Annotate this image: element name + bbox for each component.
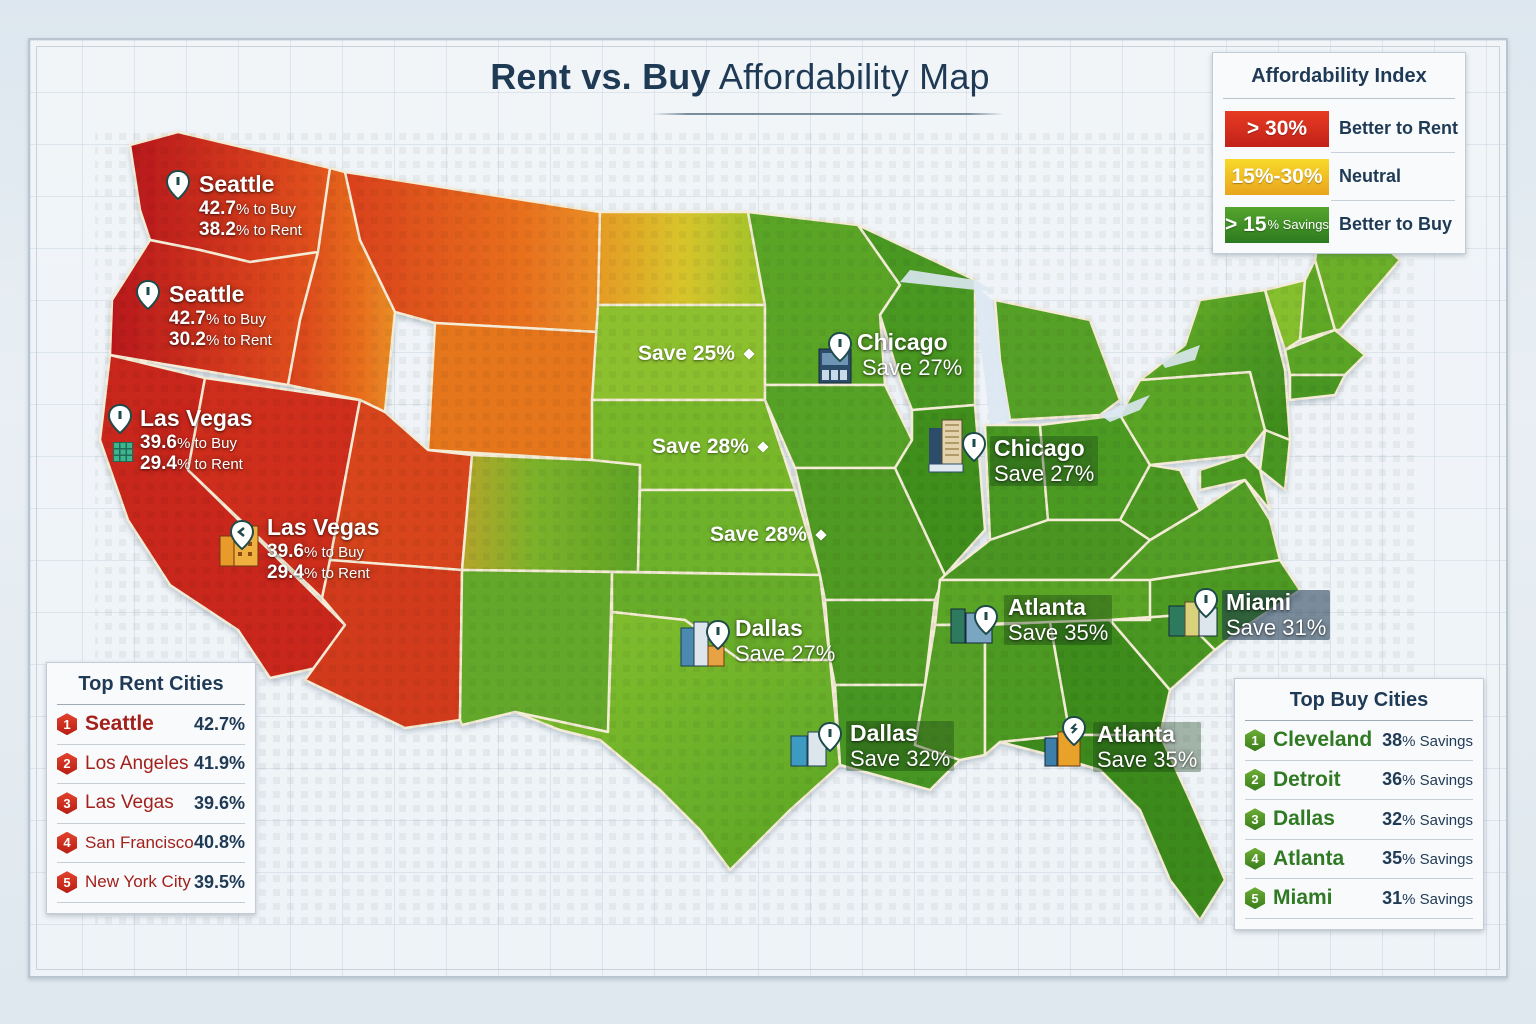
- map-pin-icon[interactable]: [136, 280, 160, 310]
- map-label-seattle-1: Seattle 42.7% to Buy 38.2% to Rent: [199, 171, 302, 241]
- list-item[interactable]: 5 Miami 31% Savings: [1245, 879, 1473, 919]
- legend-swatch-red: > 30%: [1225, 110, 1329, 147]
- rank-badge: 5: [57, 871, 77, 894]
- diamond-marker-icon: [757, 441, 769, 454]
- map-label-miami: Miami Save 31%: [1222, 589, 1331, 641]
- rank-badge: 3: [57, 792, 77, 815]
- map-label-las-vegas-2: Las Vegas 39.6% to Buy 29.4% to Rent: [267, 514, 380, 584]
- map-label-chicago-2: Chicago Save 27%: [990, 435, 1099, 487]
- list-item[interactable]: 5 New York City 39.5%: [57, 863, 245, 903]
- rank-badge: 2: [1245, 768, 1265, 791]
- buildings-icon: [1168, 601, 1218, 637]
- diamond-marker-icon: [743, 348, 755, 361]
- diamond-marker-icon: [815, 529, 827, 542]
- legend-swatch-green: > 15% Savings: [1225, 206, 1329, 243]
- lake-erie: [1100, 395, 1150, 422]
- list-item[interactable]: 4 Atlanta 35% Savings: [1245, 840, 1473, 879]
- rank-badge: 4: [1245, 847, 1265, 870]
- map-pin-icon[interactable]: [230, 520, 254, 550]
- map-pin-icon[interactable]: [828, 332, 852, 362]
- lake-ontario: [1160, 345, 1200, 368]
- legend-title: Affordability Index: [1251, 65, 1427, 87]
- list-item[interactable]: 4 San Francisco 40.8%: [57, 824, 245, 863]
- lake-michigan: [975, 285, 1010, 425]
- rank-badge: 2: [57, 752, 77, 775]
- map-label-dallas-2: Dallas Save 32%: [846, 720, 955, 772]
- title-underline: [652, 113, 1004, 115]
- map-pin-icon[interactable]: [962, 432, 986, 462]
- affordability-legend: Affordability Index > 30% Better to Rent…: [1212, 52, 1466, 254]
- legend-item-neutral: 15%-30% Neutral: [1225, 153, 1465, 200]
- legend-item-rent: > 30% Better to Rent: [1225, 105, 1465, 152]
- skyscraper-icon: [928, 419, 964, 473]
- map-pin-icon[interactable]: [108, 404, 132, 434]
- map-pin-icon[interactable]: [974, 605, 998, 635]
- map-label-chicago-1: Chicago Save 27%: [857, 329, 963, 380]
- region-savings-label: Save 28%: [710, 523, 827, 547]
- map-pin-icon[interactable]: [818, 722, 842, 752]
- rank-badge: 1: [1245, 729, 1265, 752]
- map-pin-icon[interactable]: [166, 170, 190, 200]
- legend-item-buy: > 15% Savings Better to Buy: [1225, 201, 1465, 248]
- region-savings-label: Save 28%: [652, 435, 769, 459]
- top-buy-cities-panel: Top Buy Cities 1 Cleveland 38% Savings 2 De…: [1234, 678, 1484, 930]
- grid-building-icon: [113, 442, 133, 462]
- panel-title: Top Rent Cities: [78, 673, 224, 695]
- page-title: Rent vs. Buy Affordability Map: [490, 56, 990, 97]
- rank-badge: 5: [1245, 887, 1265, 910]
- list-item[interactable]: 2 Los Angeles 41.9%: [57, 745, 245, 784]
- list-item[interactable]: 3 Las Vegas 39.6%: [57, 784, 245, 824]
- region-savings-label: Save 25%: [638, 342, 755, 366]
- list-item[interactable]: 2 Detroit 36% Savings: [1245, 761, 1473, 800]
- panel-title: Top Buy Cities: [1289, 689, 1429, 711]
- lake-superior: [900, 270, 995, 292]
- list-item[interactable]: 1 Cleveland 38% Savings: [1245, 721, 1473, 761]
- map-label-atlanta-1: Atlanta Save 35%: [1004, 594, 1113, 646]
- rank-badge: 1: [57, 713, 77, 736]
- map-pin-icon[interactable]: [1062, 716, 1086, 746]
- rank-badge: 4: [57, 831, 77, 854]
- buildings-icon: [680, 621, 725, 667]
- list-item[interactable]: 3 Dallas 32% Savings: [1245, 800, 1473, 840]
- map-label-seattle-2: Seattle 42.7% to Buy 30.2% to Rent: [169, 281, 272, 351]
- list-item[interactable]: 1 Seattle 42.7%: [57, 705, 245, 745]
- map-pin-icon[interactable]: [706, 620, 730, 650]
- top-rent-cities-panel: Top Rent Cities 1 Seattle 42.7% 2 Los Angel…: [46, 662, 256, 914]
- map-label-dallas-1: Dallas Save 27%: [735, 615, 836, 666]
- map-label-las-vegas-1: Las Vegas 39.6% to Buy 29.4% to Rent: [140, 405, 253, 475]
- legend-swatch-yellow: 15%-30%: [1225, 158, 1329, 195]
- map-label-atlanta-2: Atlanta Save 35%: [1093, 721, 1202, 773]
- rank-badge: 3: [1245, 808, 1265, 831]
- map-pin-icon[interactable]: [1194, 588, 1218, 618]
